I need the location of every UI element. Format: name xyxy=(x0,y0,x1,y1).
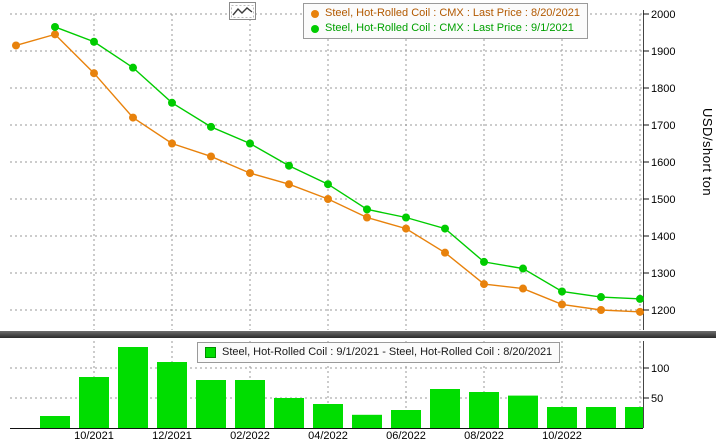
diff-bar xyxy=(79,377,109,428)
x-tick-label: 12/2021 xyxy=(152,430,192,440)
data-point-marker xyxy=(363,213,371,222)
data-point-marker xyxy=(168,98,176,107)
diff-bar xyxy=(313,404,343,428)
diff-bar xyxy=(391,410,421,428)
legend-label: Steel, Hot-Rolled Coil : 9/1/2021 - Stee… xyxy=(222,346,553,358)
diff-bar xyxy=(547,407,577,428)
y-tick-label: 1400 xyxy=(651,231,675,243)
panel-separator[interactable] xyxy=(0,331,716,338)
data-point-marker xyxy=(402,224,410,233)
data-point-marker xyxy=(51,30,59,39)
x-tick-label: 02/2022 xyxy=(230,430,270,440)
data-point-marker xyxy=(636,294,644,303)
data-point-marker xyxy=(441,248,449,257)
legend-label: Steel, Hot-Rolled Coil : CMX : Last Pric… xyxy=(325,22,574,34)
data-point-marker xyxy=(129,113,137,122)
y-tick-label: 100 xyxy=(651,363,669,375)
diff-bar xyxy=(430,389,460,428)
x-tick-label: 10/2021 xyxy=(74,430,114,440)
data-point-marker xyxy=(324,180,332,189)
y-tick-label: 1200 xyxy=(651,305,675,317)
data-point-marker xyxy=(207,152,215,161)
data-point-marker xyxy=(441,224,449,233)
diff-bar xyxy=(469,392,499,428)
y-tick-label: 1800 xyxy=(651,83,675,95)
data-point-marker xyxy=(324,195,332,203)
diff-bar xyxy=(157,362,187,428)
diff-bar xyxy=(508,395,538,428)
y-tick-label: 1300 xyxy=(651,268,675,280)
x-tick-label: 08/2022 xyxy=(464,430,504,440)
y-axis-unit-label: USD/short ton xyxy=(700,108,715,197)
price-line xyxy=(54,26,641,300)
data-point-marker xyxy=(597,293,605,302)
chart-tool-button[interactable] xyxy=(229,2,256,20)
data-point-marker xyxy=(12,41,20,50)
data-point-marker xyxy=(129,63,137,72)
data-point-marker xyxy=(51,22,59,31)
data-point-marker xyxy=(90,37,98,46)
data-point-marker xyxy=(636,307,644,316)
data-point-marker xyxy=(402,213,410,222)
green-square-marker-icon xyxy=(205,347,216,358)
data-point-marker xyxy=(285,180,293,189)
diff-bar xyxy=(235,380,265,428)
data-point-marker xyxy=(558,287,566,296)
data-point-marker xyxy=(363,205,371,214)
data-point-marker xyxy=(207,122,215,131)
data-point-marker xyxy=(285,161,293,170)
data-point-marker xyxy=(519,284,527,293)
diff-bar xyxy=(274,398,304,428)
y-tick-label: 1600 xyxy=(651,157,675,169)
diff-bar xyxy=(196,380,226,428)
data-point-marker xyxy=(90,69,98,78)
y-tick-label: 1700 xyxy=(651,120,675,132)
legend-label: Steel, Hot-Rolled Coil : CMX : Last Pric… xyxy=(325,7,580,19)
data-point-marker xyxy=(480,280,488,289)
x-tick-label: 04/2022 xyxy=(308,430,348,440)
y-tick-label: 1900 xyxy=(651,46,675,58)
legend-item-9-1[interactable]: Steel, Hot-Rolled Coil : CMX : Last Pric… xyxy=(311,21,580,36)
mini-line-chart-icon xyxy=(231,4,254,18)
diff-bar xyxy=(586,407,616,428)
data-point-marker xyxy=(168,139,176,148)
data-point-marker xyxy=(597,306,605,314)
y-tick-label: 1500 xyxy=(651,194,675,206)
data-point-marker xyxy=(558,300,566,309)
data-point-marker xyxy=(246,169,254,178)
orange-circle-marker-icon xyxy=(311,9,319,18)
data-point-marker xyxy=(246,139,254,148)
green-circle-marker-icon xyxy=(311,24,319,33)
y-tick-label: 2000 xyxy=(651,9,675,21)
diff-bar xyxy=(625,407,643,428)
x-tick-label: 06/2022 xyxy=(386,430,426,440)
data-point-marker xyxy=(480,257,488,266)
main-chart-legend: Steel, Hot-Rolled Coil : CMX : Last Pric… xyxy=(303,3,588,39)
spread-chart-legend[interactable]: Steel, Hot-Rolled Coil : 9/1/2021 - Stee… xyxy=(197,342,561,363)
y-tick-label: 50 xyxy=(651,393,663,405)
x-tick-label: 10/2022 xyxy=(542,430,582,440)
diff-bar xyxy=(352,414,382,428)
diff-bar xyxy=(40,416,70,428)
data-point-marker xyxy=(519,264,527,273)
diff-bar xyxy=(118,347,148,428)
legend-item-8-20[interactable]: Steel, Hot-Rolled Coil : CMX : Last Pric… xyxy=(311,6,580,21)
